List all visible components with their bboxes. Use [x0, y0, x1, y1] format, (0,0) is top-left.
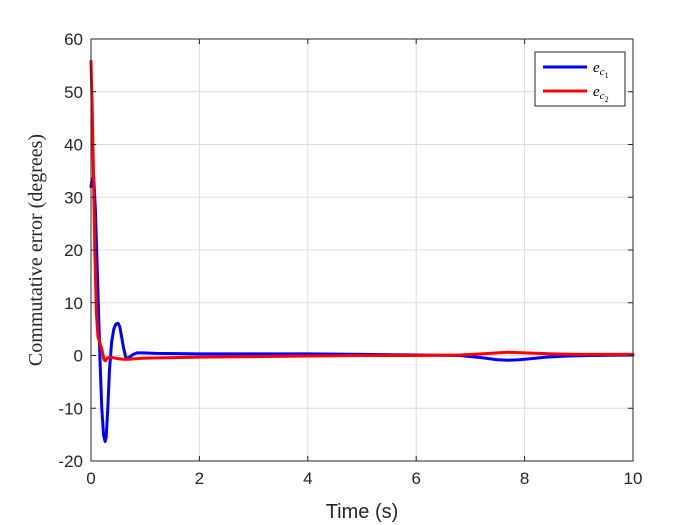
x-tick-label: 2: [195, 469, 204, 488]
series-layer: [89, 59, 635, 443]
legend-box: [534, 51, 626, 107]
y-tick-label: 10: [64, 294, 83, 313]
legend-entry-label: ec2: [593, 84, 609, 104]
y-tick-label: 50: [64, 83, 83, 102]
y-tick-label: 40: [64, 136, 83, 155]
y-tick-label: -20: [58, 452, 83, 471]
series-line-e_c2: [89, 59, 635, 363]
y-tick-label: 20: [64, 241, 83, 260]
y-tick-label: 0: [74, 347, 83, 366]
x-tick-label: 8: [520, 469, 529, 488]
ticks: 0 2 4 6 8 10 -20 -10 0 10 20 30 40 50 60: [58, 30, 642, 488]
x-tick-label: 4: [303, 469, 312, 488]
x-tick-label: 6: [411, 469, 420, 488]
y-tick-label: 30: [64, 188, 83, 207]
y-tick-label: 60: [64, 30, 83, 49]
legend-entry-label: ec1: [593, 60, 609, 80]
x-tick-label: 0: [86, 469, 95, 488]
x-tick-label: 10: [624, 469, 643, 488]
y-tick-label: -10: [58, 399, 83, 418]
y-axis-label: Commutative error (degrees): [25, 134, 47, 366]
x-axis-label: Time (s): [326, 501, 399, 523]
